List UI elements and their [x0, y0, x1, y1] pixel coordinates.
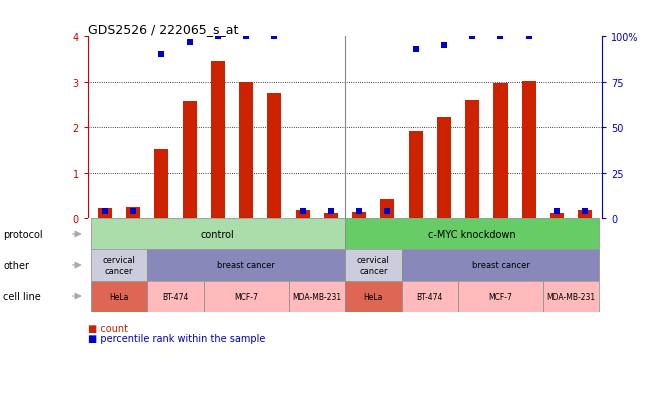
Text: ■ percentile rank within the sample: ■ percentile rank within the sample [88, 334, 265, 344]
Bar [90, 219, 345, 250]
Point [213, 34, 223, 40]
Point [495, 34, 506, 40]
Point [269, 34, 279, 40]
Point [184, 39, 195, 46]
Bar [98, 209, 112, 219]
Point [354, 208, 365, 215]
Bar [182, 102, 197, 219]
Bar [402, 281, 458, 312]
Bar [437, 118, 451, 219]
Bar [543, 281, 600, 312]
Bar [352, 212, 367, 219]
Bar [268, 94, 281, 219]
Bar [458, 281, 543, 312]
Bar [296, 211, 310, 219]
Point [326, 208, 336, 215]
Text: cervical
cancer: cervical cancer [102, 256, 135, 275]
Point [580, 208, 590, 215]
Text: other: other [3, 260, 29, 271]
Text: breast cancer: breast cancer [471, 261, 529, 270]
Bar [578, 211, 592, 219]
Point [156, 52, 167, 59]
Text: MDA-MB-231: MDA-MB-231 [547, 292, 596, 301]
Bar [465, 101, 479, 219]
Point [552, 208, 562, 215]
Bar [154, 150, 169, 219]
Bar [288, 281, 345, 312]
Text: ■ count: ■ count [88, 323, 128, 333]
Text: breast cancer: breast cancer [217, 261, 275, 270]
Point [467, 34, 477, 40]
Bar [521, 82, 536, 219]
Point [439, 43, 449, 50]
Bar [90, 250, 147, 281]
Point [382, 208, 393, 215]
Bar [90, 281, 147, 312]
Text: protocol: protocol [3, 229, 43, 240]
Text: MCF-7: MCF-7 [234, 292, 258, 301]
Bar [211, 62, 225, 219]
Bar [239, 83, 253, 219]
Point [523, 34, 534, 40]
Bar [204, 281, 288, 312]
Bar [550, 214, 564, 219]
Bar [126, 207, 140, 219]
Text: MDA-MB-231: MDA-MB-231 [292, 292, 341, 301]
Text: GDS2526 / 222065_s_at: GDS2526 / 222065_s_at [88, 23, 238, 36]
Bar [147, 281, 204, 312]
Bar [402, 250, 600, 281]
Text: cervical
cancer: cervical cancer [357, 256, 390, 275]
Text: c-MYC knockdown: c-MYC knockdown [428, 229, 516, 240]
Point [298, 208, 308, 215]
Bar [493, 84, 508, 219]
Bar [345, 281, 402, 312]
Bar [409, 131, 422, 219]
Text: MCF-7: MCF-7 [488, 292, 512, 301]
Point [100, 208, 110, 215]
Bar [147, 250, 345, 281]
Bar [345, 250, 402, 281]
Text: HeLa: HeLa [109, 292, 129, 301]
Text: BT-474: BT-474 [162, 292, 189, 301]
Text: cell line: cell line [3, 291, 41, 301]
Text: control: control [201, 229, 235, 240]
Text: BT-474: BT-474 [417, 292, 443, 301]
Point [411, 47, 421, 53]
Text: HeLa: HeLa [364, 292, 383, 301]
Bar [324, 214, 338, 219]
Point [241, 34, 251, 40]
Bar [345, 219, 600, 250]
Bar [380, 200, 395, 219]
Point [128, 208, 138, 215]
